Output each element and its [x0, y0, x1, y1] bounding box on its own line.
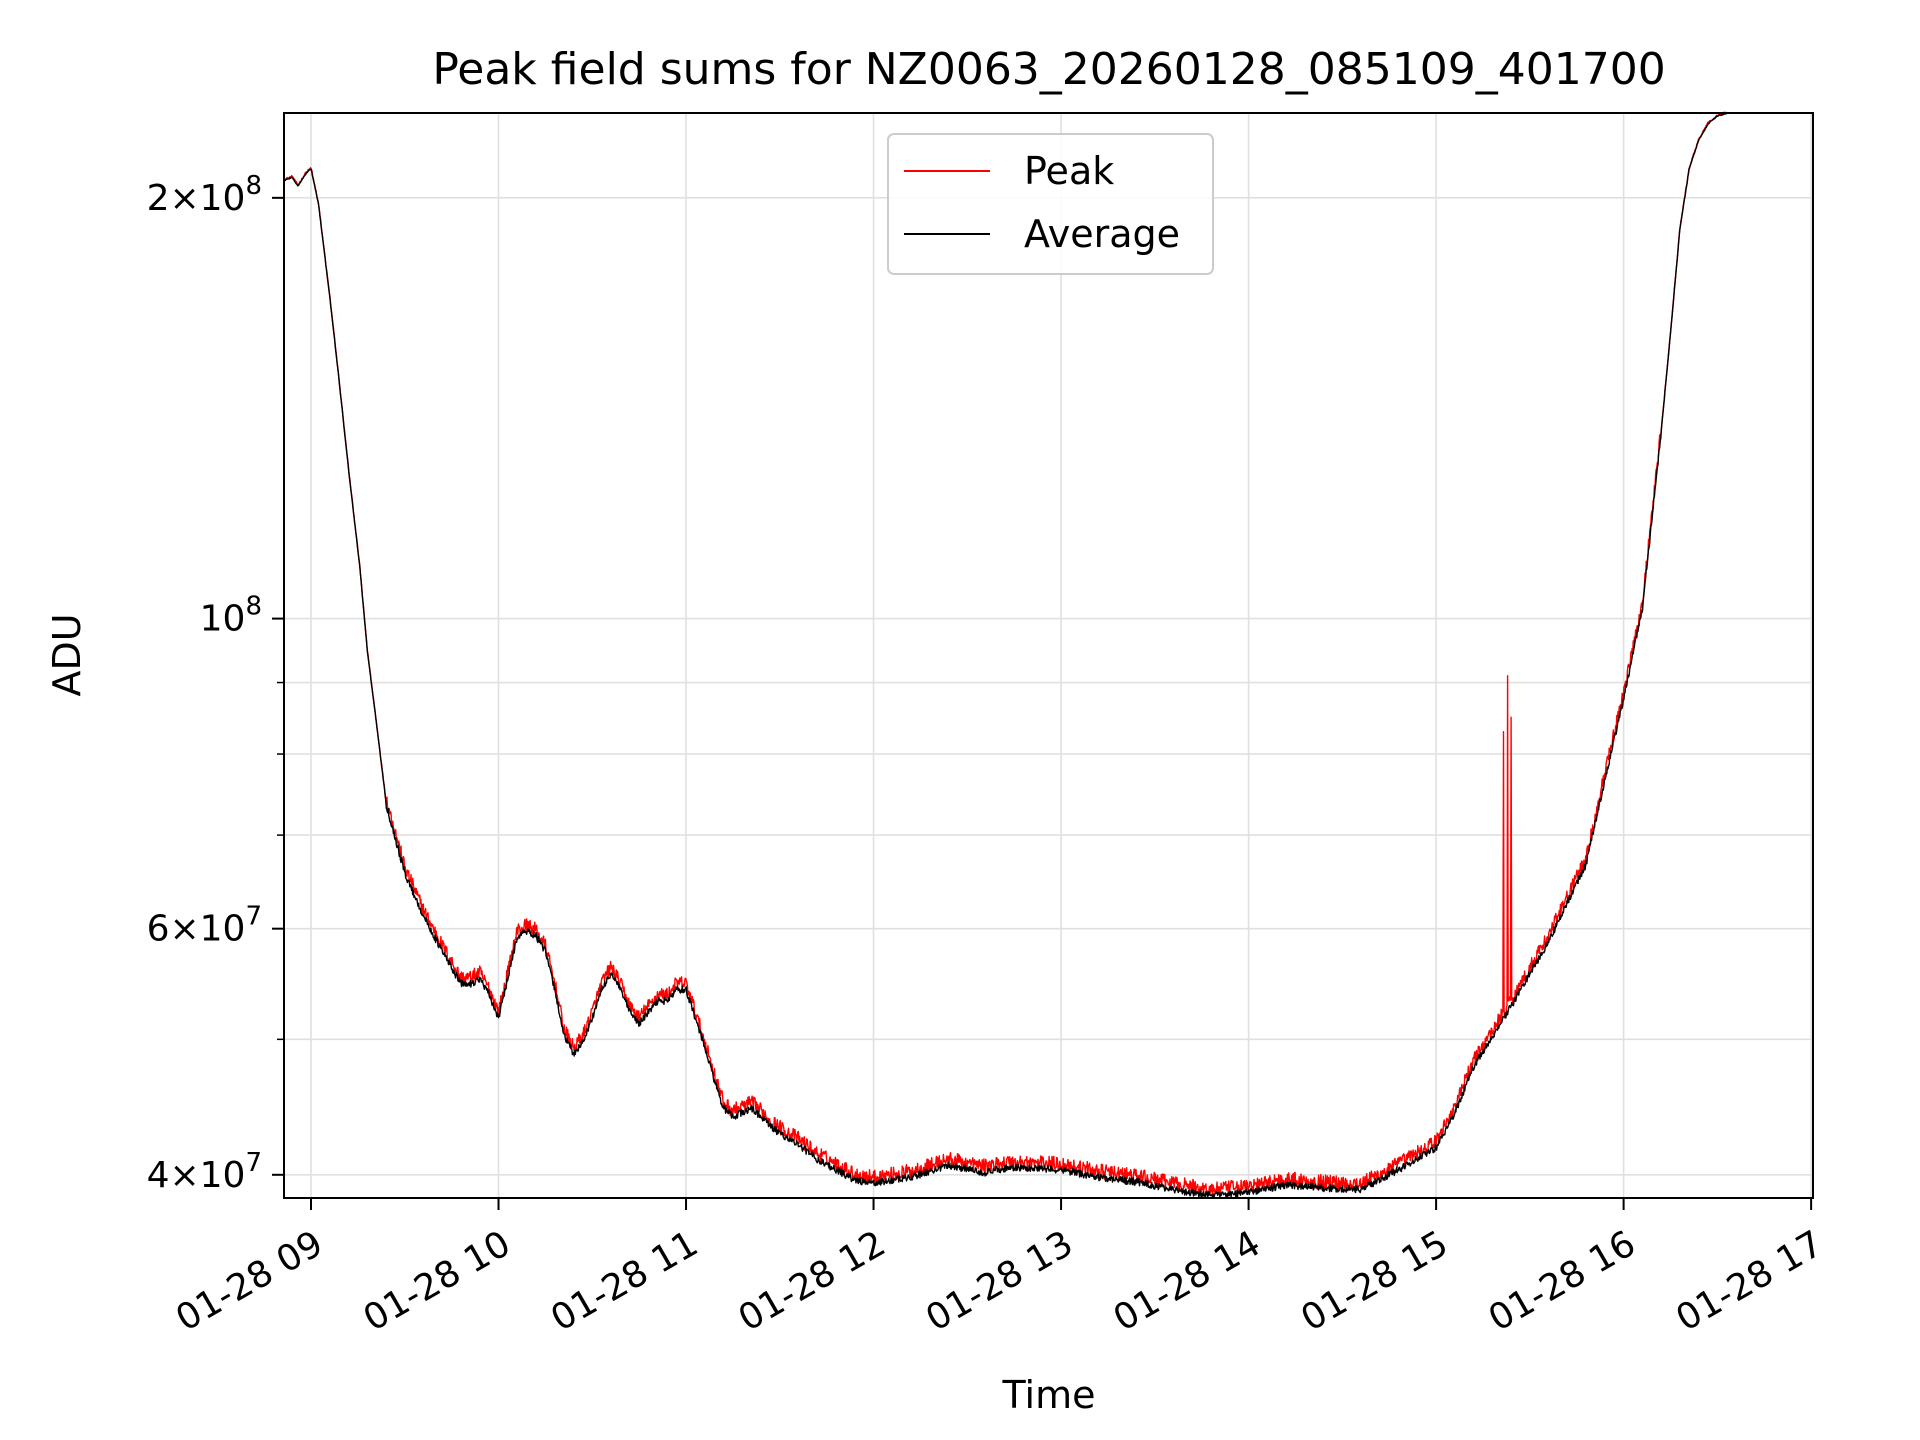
legend-peak-label: Peak [1024, 149, 1114, 193]
legend-box [887, 133, 1214, 275]
plot-frame [283, 112, 1814, 1199]
y-axis: 4×107 6×107 108 2×108 [147, 171, 284, 1196]
x-axis-label: Time [1002, 1373, 1096, 1417]
y-tick-label: 2×108 [147, 171, 262, 219]
y-tick-label: 6×107 [147, 902, 262, 950]
chart-title: Peak field sums for NZ0063_20260128_0851… [432, 44, 1665, 95]
legend-average-label: Average [1024, 212, 1180, 256]
y-tick-label: 108 [200, 592, 262, 640]
y-axis-label: ADU [45, 613, 89, 696]
grid [284, 113, 1813, 1198]
plot-area [284, 113, 1813, 1198]
y-tick-label: 4×107 [147, 1148, 262, 1196]
series-average [284, 112, 1728, 1199]
legend: Peak Average [887, 133, 1214, 275]
series-line-average [284, 112, 1728, 1199]
